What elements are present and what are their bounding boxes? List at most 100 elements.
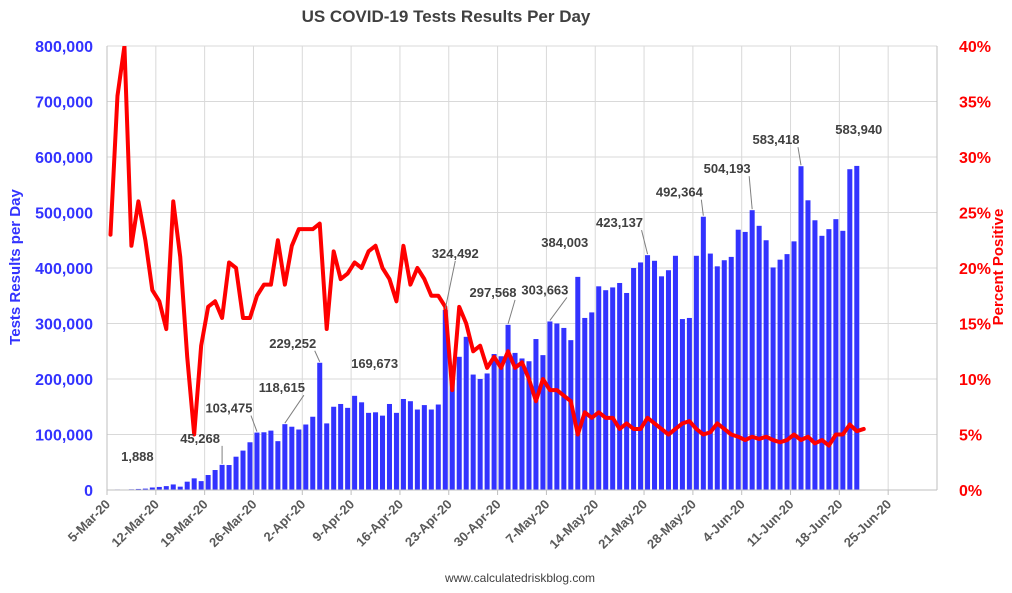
y-tick-label-right: 0% (959, 483, 982, 500)
x-tick-label: 21-May-20 (595, 497, 650, 552)
data-label-leader (549, 297, 568, 321)
data-label: 583,418 (752, 132, 799, 147)
y-tick-label-left: 700,000 (35, 95, 93, 112)
bar-series (107, 165, 860, 491)
bar (366, 412, 372, 490)
bar (470, 374, 476, 490)
line-percent-positive (108, 46, 866, 448)
bar (756, 225, 762, 490)
bar (826, 229, 832, 490)
bar (512, 352, 518, 490)
chart-title: US COVID-19 Tests Results Per Day (302, 7, 591, 26)
line-series (108, 46, 866, 448)
bar (414, 409, 420, 490)
bar (324, 423, 330, 490)
x-tick-label: 9-Apr-20 (309, 497, 357, 545)
bar (679, 319, 685, 490)
bar (533, 339, 539, 490)
data-label: 297,568 (470, 285, 517, 300)
bar (254, 432, 260, 490)
y-tick-label-left: 0 (84, 483, 93, 500)
bar (345, 407, 351, 490)
bar (331, 406, 337, 490)
bar (275, 441, 281, 490)
bar (784, 254, 790, 490)
y-tick-label-left: 100,000 (35, 428, 93, 445)
bar (519, 358, 525, 490)
bar (645, 255, 651, 490)
x-tick-label: 19-Mar-20 (157, 497, 211, 551)
bar (833, 219, 839, 490)
bar (582, 317, 588, 490)
bar (652, 260, 658, 490)
data-label: 103,475 (205, 401, 252, 416)
bar (540, 355, 546, 490)
x-tick-label: 25-Jun-20 (841, 497, 895, 551)
y-tick-label-right: 25% (959, 206, 991, 223)
y-tick-label-left: 400,000 (35, 261, 93, 278)
bar (547, 321, 553, 490)
bar (575, 276, 581, 490)
data-label-leader (284, 394, 305, 424)
bar (352, 395, 358, 490)
bar (177, 486, 183, 490)
bar (156, 486, 162, 490)
bar (819, 235, 825, 490)
data-label: 423,137 (596, 215, 643, 230)
data-label: 324,492 (432, 246, 479, 261)
bar (261, 432, 267, 490)
bar (463, 336, 469, 490)
bar (686, 317, 692, 490)
bar (847, 169, 853, 490)
x-tick-label: 5-Mar-20 (65, 497, 113, 545)
data-label: 118,615 (259, 380, 305, 395)
bar (721, 260, 727, 490)
y-tick-label-right: 5% (959, 428, 982, 445)
bar (142, 488, 148, 490)
bar (268, 430, 274, 490)
bar (170, 484, 176, 490)
bar (407, 401, 413, 490)
bar (568, 340, 574, 490)
bar (770, 267, 776, 490)
bar (777, 259, 783, 490)
data-labels: 1,888 45,268 103,475 118,615 229,252 169,673 3… (121, 122, 882, 464)
x-tick-label: 12-Mar-20 (108, 497, 162, 551)
y-axis-label-right: Percent Positive (990, 209, 1007, 326)
bar (791, 241, 797, 490)
data-label-leader (250, 415, 258, 432)
bar (456, 356, 462, 490)
data-label: 504,193 (704, 161, 751, 176)
bar (449, 381, 455, 490)
bar (477, 379, 483, 490)
bar (442, 309, 448, 490)
x-tick-label: 28-May-20 (644, 497, 699, 552)
bar (735, 229, 741, 490)
bar (386, 403, 392, 490)
bar (317, 362, 323, 490)
y-tick-label-right: 20% (959, 261, 991, 278)
bar (638, 262, 644, 490)
bar (728, 256, 734, 490)
data-label-leader (700, 199, 704, 216)
bar (191, 478, 197, 490)
data-label: 229,252 (269, 336, 316, 351)
bar (163, 486, 169, 490)
bar (149, 487, 155, 490)
bar (603, 290, 609, 490)
bar (219, 464, 225, 490)
bar (840, 230, 846, 490)
bar (693, 255, 699, 490)
data-label: 169,673 (351, 356, 398, 371)
bar (212, 470, 218, 490)
bar (400, 398, 406, 490)
bar (247, 442, 253, 490)
data-label-leader (641, 230, 649, 255)
x-tick-label: 4-Jun-20 (699, 497, 747, 545)
bar (393, 412, 399, 490)
data-label-leader (507, 299, 516, 324)
bar (359, 402, 365, 490)
bar (805, 200, 811, 491)
source-credit: www.calculatedriskblog.com (444, 571, 595, 585)
